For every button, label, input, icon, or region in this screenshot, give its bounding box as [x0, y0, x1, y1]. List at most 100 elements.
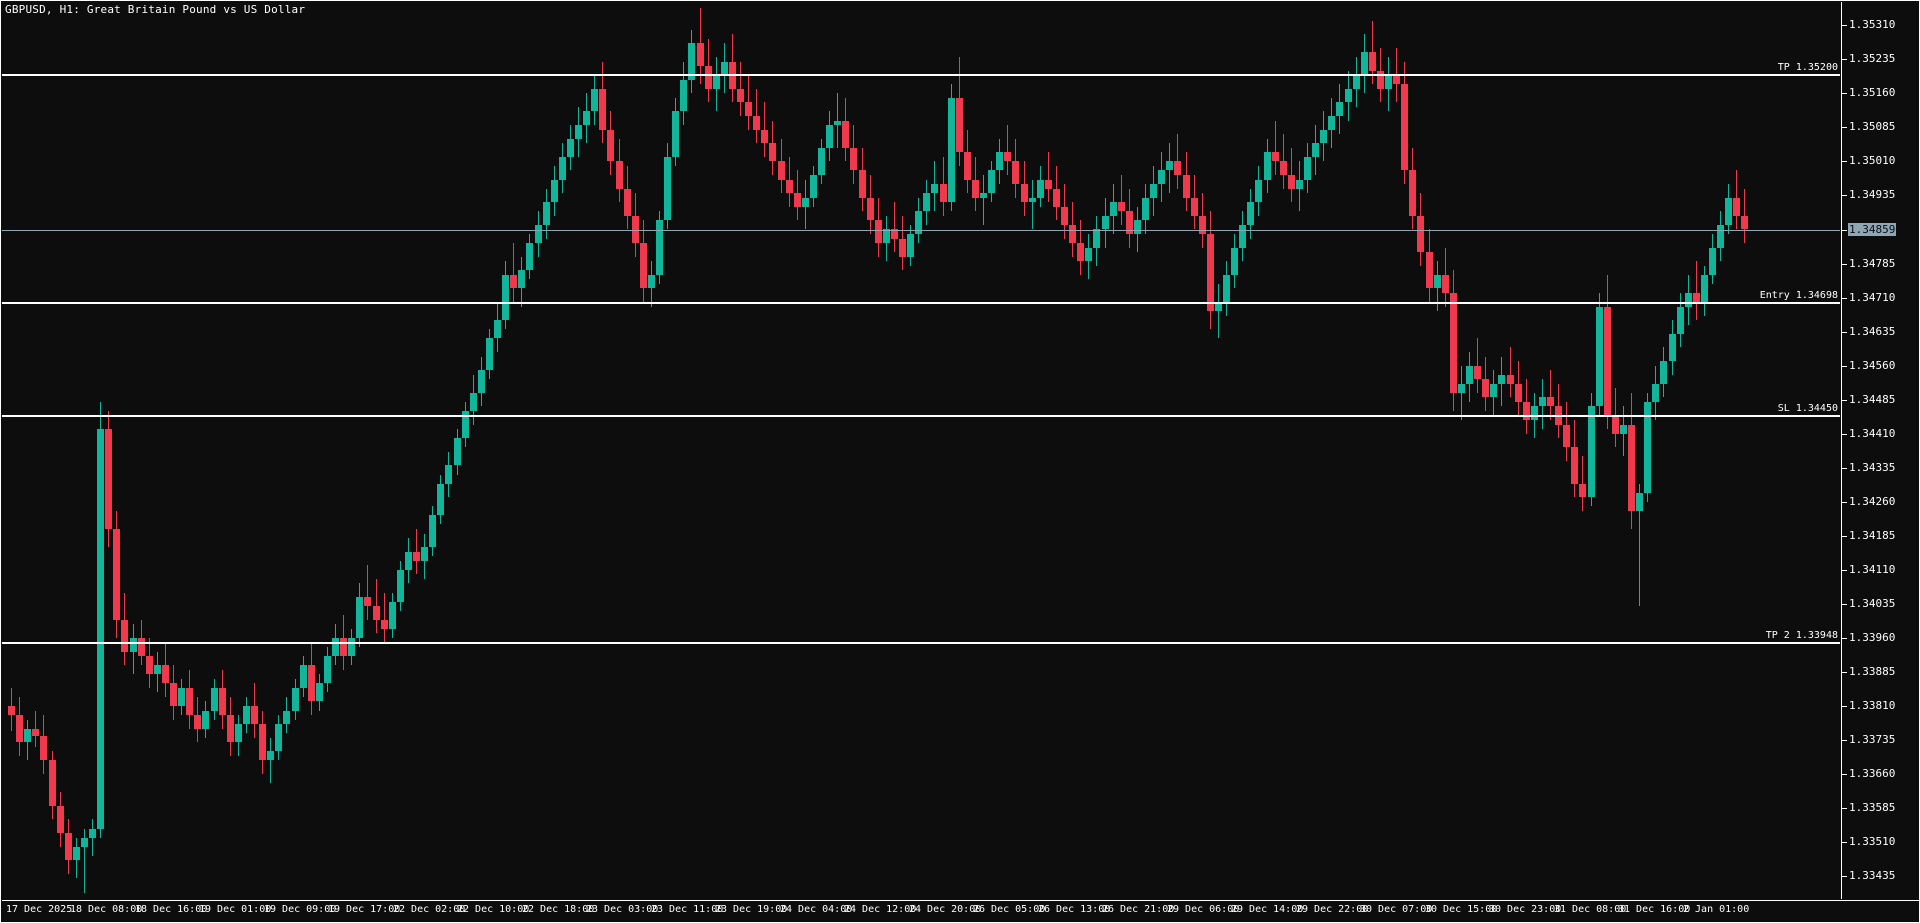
- candle-body: [16, 715, 24, 743]
- entry-label: Entry 1.34698: [1759, 290, 1838, 301]
- take-profit-line[interactable]: [2, 74, 1840, 77]
- candle: [1733, 2, 1741, 899]
- candle-body: [1474, 365, 1482, 380]
- candle-body: [218, 687, 226, 716]
- candle: [566, 2, 574, 899]
- candle-body: [1425, 252, 1433, 289]
- candle: [785, 2, 793, 899]
- candle: [97, 2, 105, 899]
- candle: [1741, 2, 1749, 899]
- candle: [923, 2, 931, 899]
- candle-body: [907, 234, 915, 257]
- price-tick: [1842, 127, 1847, 129]
- candle-wick: [1550, 370, 1551, 421]
- candle: [1376, 2, 1384, 899]
- price-axis-label: 1.33885: [1849, 664, 1896, 678]
- price-tick: [1842, 774, 1847, 776]
- candle: [591, 2, 599, 899]
- candle: [1636, 2, 1644, 899]
- candle-body: [818, 147, 825, 175]
- candle-body: [874, 220, 882, 244]
- candle: [186, 2, 194, 899]
- candle-body: [899, 238, 906, 257]
- stop-loss-line[interactable]: [2, 414, 1840, 417]
- take-profit-2-line[interactable]: [2, 642, 1840, 645]
- time-axis-label: 29 Dec 22:00: [1296, 904, 1369, 915]
- price-axis-label: 1.34335: [1849, 460, 1896, 474]
- candle: [234, 2, 242, 899]
- candle-body: [882, 229, 890, 244]
- candle-body: [1676, 306, 1684, 334]
- price-tick: [1842, 331, 1847, 333]
- candle: [1401, 2, 1409, 899]
- time-axis-label: 23 Dec 03:00: [586, 904, 659, 915]
- candle: [890, 2, 898, 899]
- price-tick: [1842, 876, 1847, 878]
- price-tick: [1842, 671, 1847, 673]
- candle-body: [664, 156, 672, 221]
- candle: [1474, 2, 1482, 899]
- candle: [24, 2, 32, 899]
- candle: [129, 2, 137, 899]
- candle-body: [1571, 447, 1579, 484]
- candle-body: [32, 728, 40, 736]
- candle: [502, 2, 510, 899]
- price-axis-label: 1.34485: [1849, 392, 1896, 406]
- price-axis[interactable]: 1.35310 1.35235 1.35160 1.35085 1.35010 1.349…: [1841, 2, 1920, 899]
- candle: [32, 2, 40, 899]
- candle-body: [1466, 365, 1473, 384]
- candle-body: [315, 683, 323, 702]
- candle-body: [437, 483, 445, 516]
- price-tick: [1842, 535, 1847, 537]
- candle: [680, 2, 688, 899]
- candle-body: [1457, 383, 1465, 393]
- candle: [323, 2, 331, 899]
- time-axis-label: 24 Dec 04:00: [780, 904, 853, 915]
- candle-body: [121, 619, 129, 652]
- candle: [1336, 2, 1344, 899]
- candle-body: [461, 411, 469, 439]
- candle: [510, 2, 518, 899]
- candle-body: [793, 193, 801, 207]
- price-tick: [1842, 93, 1847, 95]
- candle: [251, 2, 258, 899]
- candle-body: [1190, 197, 1198, 216]
- candle: [607, 2, 615, 899]
- candle-body: [1368, 52, 1376, 71]
- candle: [599, 2, 607, 899]
- candle-wick: [1217, 283, 1219, 339]
- candle-body: [364, 597, 372, 607]
- candle: [121, 2, 129, 899]
- candle-wick: [983, 175, 984, 225]
- candle-body: [1077, 243, 1085, 262]
- candle-wick: [1120, 175, 1122, 225]
- candle: [1093, 2, 1101, 899]
- price-tick: [1842, 433, 1847, 435]
- candle: [1563, 2, 1571, 899]
- current-price-tag: 1.34859: [1848, 222, 1897, 236]
- candle: [1717, 2, 1725, 899]
- price-axis-label: 1.34260: [1849, 494, 1896, 508]
- candle: [461, 2, 469, 899]
- candle: [656, 2, 663, 899]
- candle: [761, 2, 769, 899]
- candle-body: [1069, 224, 1077, 244]
- candle-wick: [35, 710, 37, 747]
- candle-body: [1214, 302, 1222, 312]
- chart-plot-area[interactable]: TP 1.35200 Entry 1.34698 SL 1.34450 TP 2 1.…: [2, 2, 1840, 899]
- candle: [615, 2, 623, 899]
- candle-wick: [1639, 483, 1641, 607]
- candle-body: [656, 220, 663, 275]
- candle-body: [939, 184, 947, 203]
- time-axis[interactable]: 17 Dec 2025 18 Dec 08:00 18 Dec 16:00 19 De…: [2, 900, 1920, 922]
- price-axis-label: 1.35010: [1849, 154, 1896, 168]
- candle-body: [1433, 274, 1441, 289]
- candle: [1190, 2, 1198, 899]
- candle-body: [1482, 379, 1490, 398]
- candle: [1538, 2, 1546, 899]
- candle: [818, 2, 825, 899]
- entry-line[interactable]: [2, 302, 1840, 304]
- time-axis-label: 24 Dec 12:00: [844, 904, 917, 915]
- candle-body: [1036, 179, 1044, 198]
